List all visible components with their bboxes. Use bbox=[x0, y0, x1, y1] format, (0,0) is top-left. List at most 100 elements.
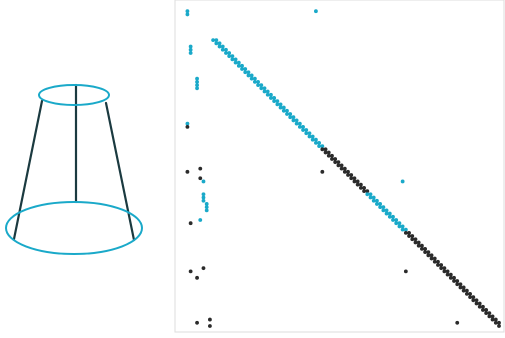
off-diagonal-point bbox=[387, 211, 392, 216]
off-diagonal-point bbox=[291, 115, 296, 120]
diagonal-point bbox=[310, 137, 315, 142]
diagonal-point bbox=[378, 205, 383, 210]
diagonal-point bbox=[333, 160, 338, 165]
off-diagonal-point bbox=[420, 243, 424, 248]
off-diagonal-point bbox=[269, 92, 273, 97]
diagonal-point bbox=[439, 266, 444, 271]
diagonal-point bbox=[400, 227, 405, 232]
diagonal-point bbox=[326, 153, 331, 158]
diagonal-point bbox=[464, 291, 469, 296]
off-diagonal-point bbox=[310, 134, 315, 139]
diagonal-point bbox=[294, 121, 299, 126]
diagonal-point bbox=[227, 54, 232, 59]
matrix-point bbox=[320, 169, 325, 174]
diagonal-point bbox=[233, 60, 238, 65]
diagonal-point bbox=[497, 324, 501, 328]
off-diagonal-point bbox=[259, 83, 264, 87]
off-diagonal-point bbox=[339, 163, 344, 168]
off-diagonal-point bbox=[445, 269, 450, 274]
off-diagonal-point bbox=[333, 157, 338, 161]
off-diagonal-point bbox=[362, 185, 366, 190]
diagonal-point bbox=[281, 108, 286, 113]
matrix-point bbox=[201, 198, 206, 203]
matrix-point bbox=[195, 320, 199, 325]
matrix-point bbox=[400, 179, 405, 184]
diagonal-point bbox=[493, 320, 498, 325]
diagonal-point bbox=[220, 47, 225, 52]
matrix-point bbox=[188, 47, 193, 52]
off-diagonal-point bbox=[413, 237, 418, 242]
off-diagonal-point bbox=[233, 57, 238, 62]
diagonal-point bbox=[442, 269, 447, 274]
diagonal-point bbox=[461, 288, 466, 293]
off-diagonal-point bbox=[349, 173, 354, 177]
off-diagonal-point bbox=[336, 160, 341, 165]
off-diagonal-point bbox=[217, 41, 222, 46]
diagonal-point bbox=[429, 256, 434, 261]
diagonal-point bbox=[487, 314, 492, 319]
diagonal-point bbox=[391, 218, 395, 222]
off-diagonal-point bbox=[265, 89, 270, 94]
off-diagonal-point bbox=[442, 266, 447, 271]
diagonal-point bbox=[230, 57, 235, 62]
matrix-point bbox=[195, 76, 199, 81]
matrix-point bbox=[314, 9, 318, 14]
matrix-point bbox=[185, 124, 190, 129]
diagonal-point bbox=[243, 70, 248, 75]
off-diagonal-point bbox=[368, 192, 373, 197]
diagonal-point bbox=[355, 182, 360, 187]
off-diagonal-point bbox=[342, 166, 347, 171]
diagonal-point bbox=[249, 76, 254, 81]
diagonal-point bbox=[394, 221, 399, 226]
off-diagonal-point bbox=[400, 224, 405, 229]
diagonal-point bbox=[468, 295, 472, 299]
off-diagonal-point bbox=[468, 291, 472, 296]
lampshade-strut-right bbox=[104, 101, 136, 242]
off-diagonal-point bbox=[429, 253, 434, 258]
off-diagonal-point bbox=[262, 86, 267, 91]
off-diagonal-point bbox=[272, 96, 277, 100]
off-diagonal-point bbox=[220, 44, 225, 49]
off-diagonal-point bbox=[294, 118, 299, 123]
matrix-point bbox=[204, 202, 209, 206]
diagonal-point bbox=[358, 185, 363, 190]
diagonal-point bbox=[368, 195, 373, 200]
matrix-point bbox=[188, 44, 193, 49]
off-diagonal-point bbox=[301, 124, 305, 129]
diagonal-point bbox=[362, 189, 366, 193]
diagonal-point bbox=[455, 282, 460, 287]
off-diagonal-point bbox=[416, 240, 421, 245]
off-diagonal-point bbox=[288, 112, 293, 116]
off-diagonal-point bbox=[439, 263, 444, 267]
off-diagonal-point bbox=[474, 298, 479, 303]
diagonal-point bbox=[278, 105, 283, 110]
diagonal-point bbox=[259, 86, 264, 91]
off-diagonal-point bbox=[352, 176, 357, 181]
diagonal-point bbox=[458, 285, 463, 290]
diagonal-point bbox=[375, 202, 379, 206]
off-diagonal-point bbox=[307, 131, 312, 136]
matrix-point bbox=[201, 195, 206, 200]
off-diagonal-point bbox=[230, 54, 235, 59]
diagonal-point bbox=[371, 198, 376, 203]
off-diagonal-point bbox=[355, 179, 360, 184]
matrix-point bbox=[201, 266, 206, 271]
off-diagonal-point bbox=[314, 137, 318, 142]
diagonal-point bbox=[275, 102, 280, 107]
diagonal-point bbox=[297, 124, 302, 129]
diagonal-point bbox=[349, 176, 354, 181]
matrix-point bbox=[185, 121, 190, 126]
off-diagonal-point bbox=[407, 230, 411, 235]
diagonal-point bbox=[426, 253, 431, 258]
off-diagonal-point bbox=[227, 51, 232, 55]
off-diagonal-point bbox=[384, 208, 389, 213]
diagonal-point bbox=[236, 63, 241, 68]
diagonal-point bbox=[413, 240, 418, 245]
off-diagonal-point bbox=[252, 76, 257, 81]
off-diagonal-point bbox=[240, 63, 244, 68]
off-diagonal-point bbox=[423, 247, 428, 251]
matrix-point bbox=[201, 179, 206, 184]
diagonal-point bbox=[474, 301, 479, 306]
matrix-point bbox=[204, 205, 209, 210]
